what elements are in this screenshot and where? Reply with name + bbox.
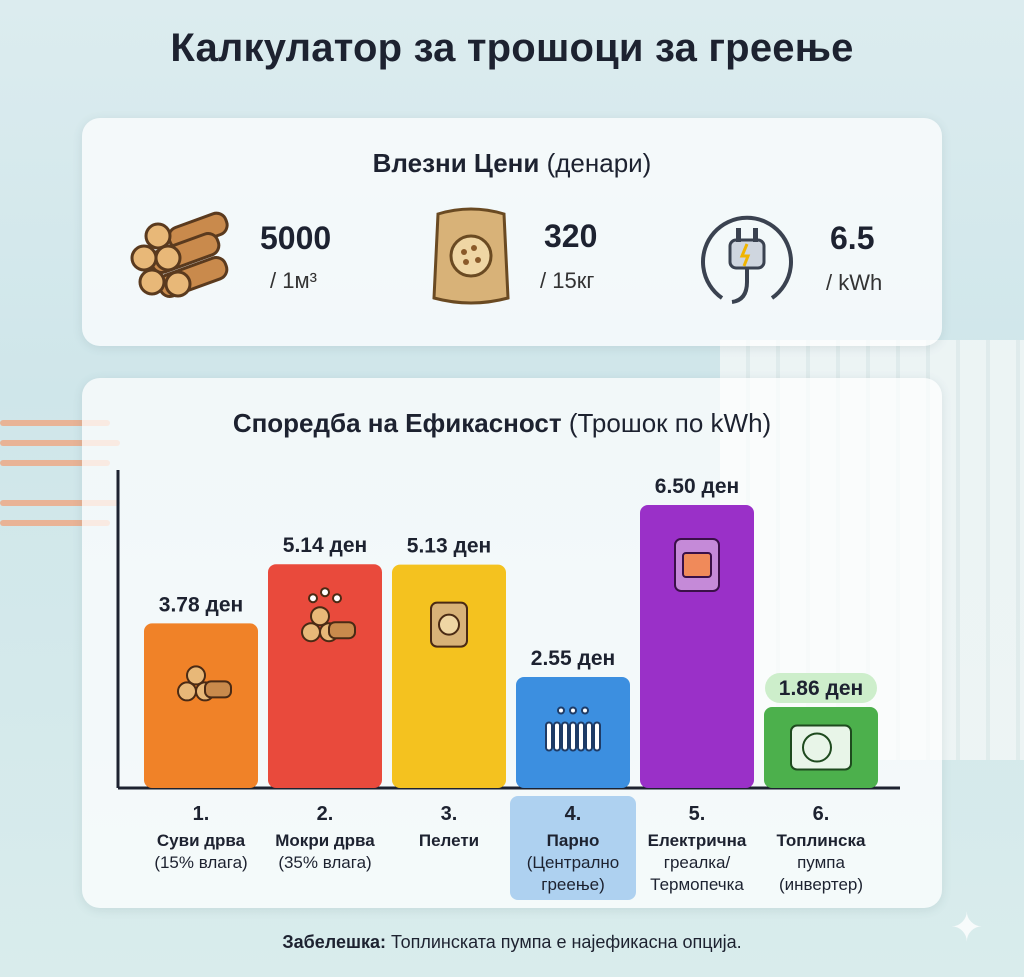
heater-glow-line bbox=[0, 520, 110, 526]
category-label: Пелети bbox=[419, 831, 479, 850]
footnote: Забелешка: Топлинската пумпа е најефикас… bbox=[0, 932, 1024, 953]
heater-glow-line bbox=[0, 500, 120, 506]
bar-5 bbox=[640, 505, 754, 788]
category-label: Електрична bbox=[648, 831, 747, 850]
bar-value-label: 1.86 ден bbox=[779, 677, 863, 700]
prices-heading-rest: (денари) bbox=[546, 148, 652, 178]
price-firewood: 5000 / 1м³ bbox=[128, 206, 368, 316]
chart-heading: Споредба на Ефикасност (Трошок по kWh) bbox=[72, 408, 932, 439]
bar-value-label: 3.78 ден bbox=[159, 593, 243, 616]
price-unit: / kWh bbox=[826, 270, 883, 295]
bar-1 bbox=[144, 623, 258, 788]
pellet-bag-icon bbox=[432, 207, 510, 305]
chart-heading-bold: Споредба на Ефикасност bbox=[232, 408, 562, 438]
heater-glow-line bbox=[0, 440, 120, 446]
category-number: 1. bbox=[193, 803, 210, 825]
input-prices-panel: Влезни Цени (денари) 5000 / 1м³ 320 / 15… bbox=[82, 118, 942, 346]
bar-value-label: 5.13 ден bbox=[407, 535, 491, 558]
sparkle-icon: ✦ bbox=[950, 906, 984, 950]
firewood-icon bbox=[177, 665, 232, 702]
page-title: Калкулатор за трошоци за греење bbox=[170, 26, 854, 70]
category-number: 3. bbox=[441, 803, 458, 825]
price-unit: / 15кг bbox=[540, 268, 595, 293]
category-number: 5. bbox=[689, 803, 706, 825]
price-pellets: 320 / 15кг bbox=[428, 204, 648, 314]
bar-value-label: 6.50 ден bbox=[655, 475, 739, 498]
category-label: пумпа bbox=[797, 853, 845, 872]
category-label: (35% влага) bbox=[278, 853, 371, 872]
price-electricity: 6.5 / kWh bbox=[692, 210, 922, 320]
category-label: (15% влага) bbox=[154, 853, 247, 872]
prices-heading-bold: Влезни Цени bbox=[372, 148, 540, 178]
bar-3 bbox=[392, 564, 506, 788]
footnote-text: Топлинската пумпа е најефикасна опција. bbox=[390, 932, 742, 952]
prices-heading: Влезни Цени (денари) bbox=[82, 148, 942, 179]
category-label: Суви дрва bbox=[157, 831, 246, 850]
electric-heater-icon bbox=[674, 538, 720, 592]
footnote-label: Забелешка: bbox=[282, 932, 386, 952]
price-value: 6.5 bbox=[830, 220, 875, 256]
pellet-bag-icon bbox=[430, 601, 468, 648]
bar-2 bbox=[268, 564, 382, 788]
category-label: Мокри дрва bbox=[275, 831, 375, 850]
category-label: греење) bbox=[541, 875, 605, 894]
wet-firewood-icon bbox=[301, 587, 356, 643]
category-highlight bbox=[510, 796, 636, 900]
power-plug-icon bbox=[701, 215, 793, 304]
heat-pump-icon bbox=[790, 724, 852, 771]
price-value: 320 bbox=[544, 218, 598, 254]
bar-value-label: 2.55 ден bbox=[531, 647, 615, 670]
category-label: Топлинска bbox=[777, 831, 866, 850]
category-label: Термопечка bbox=[650, 875, 744, 894]
price-unit: / 1м³ bbox=[270, 268, 317, 293]
category-number: 4. bbox=[565, 803, 582, 825]
category-label: Парно bbox=[547, 831, 600, 850]
price-value: 5000 bbox=[260, 220, 332, 256]
category-label: (инвертер) bbox=[779, 875, 863, 894]
heater-glow-line bbox=[0, 420, 110, 426]
firewood-icon bbox=[130, 211, 229, 298]
heater-glow-line bbox=[0, 460, 110, 466]
value-badge bbox=[765, 673, 877, 704]
category-number: 6. bbox=[813, 803, 830, 825]
chart-heading-rest: (Трошок по kWh) bbox=[568, 408, 772, 438]
bar-value-label: 5.14 ден bbox=[283, 534, 367, 557]
category-label: (Централно bbox=[527, 853, 620, 872]
category-number: 2. bbox=[317, 803, 334, 825]
category-label: греалка/ bbox=[664, 853, 731, 872]
radiator-icon bbox=[545, 706, 601, 752]
